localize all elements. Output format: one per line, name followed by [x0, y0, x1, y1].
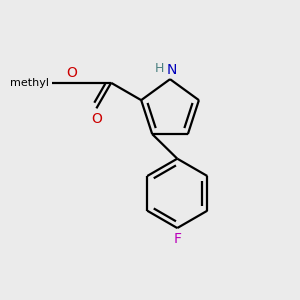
Text: F: F — [173, 232, 181, 245]
Text: N: N — [166, 63, 177, 77]
Text: O: O — [91, 112, 102, 126]
Text: methyl: methyl — [10, 78, 49, 88]
Text: O: O — [67, 67, 78, 80]
Text: H: H — [154, 62, 164, 75]
